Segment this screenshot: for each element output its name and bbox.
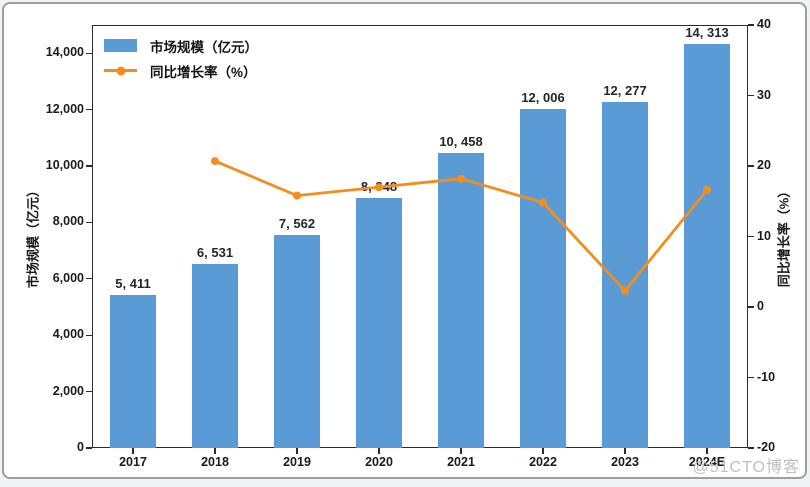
- y-tick-label-left: 8,000: [52, 214, 84, 229]
- x-tick-label: 2021: [447, 455, 475, 469]
- x-tick-label: 2018: [201, 455, 229, 469]
- y-tick-label-right: 10: [757, 228, 771, 243]
- legend: 市场规模（亿元） 同比增长率（%）: [104, 33, 258, 83]
- axes-frame: [92, 25, 748, 448]
- x-tick-label: 2019: [283, 455, 311, 469]
- legend-item-market-size: 市场规模（亿元）: [104, 33, 258, 58]
- y-tick-label-left: 0: [77, 440, 84, 454]
- x-tick: [460, 448, 462, 454]
- bar-value-label: 5, 411: [115, 276, 151, 292]
- y-tick-left: [86, 391, 92, 393]
- y-tick-label-left: 6,000: [52, 270, 84, 285]
- x-tick: [296, 448, 298, 454]
- bar-2024E: [684, 44, 730, 448]
- bar-2023: [602, 101, 648, 448]
- legend-item-growth-rate: 同比增长率（%）: [104, 58, 258, 83]
- bar-value-label: 12, 277: [603, 82, 647, 98]
- x-tick-label: 2020: [365, 455, 393, 469]
- y-tick-label-right: 0: [757, 299, 764, 313]
- y-tick-label-left: 12,000: [45, 101, 84, 116]
- x-tick: [542, 448, 544, 454]
- x-tick-label: 2023: [611, 455, 639, 469]
- y-tick-left: [86, 221, 92, 224]
- y-tick-left: [86, 109, 92, 111]
- bar-swatch-icon: [104, 39, 137, 52]
- y-tick-label-left: 10,000: [45, 158, 84, 172]
- y-tick-label-left: 2,000: [52, 383, 84, 398]
- y-tick-label-right: -20: [757, 440, 776, 454]
- bar-value-label: 14, 313: [685, 25, 729, 41]
- x-tick-label: 2024E: [688, 455, 726, 469]
- x-tick: [624, 448, 626, 454]
- x-tick-label: 2022: [529, 455, 557, 469]
- y-tick-label-left: 4,000: [52, 327, 84, 342]
- y-tick-right: [748, 24, 754, 26]
- bar-value-label: 10, 458: [439, 134, 483, 150]
- y-tick-right: [748, 376, 754, 379]
- y-tick-right: [748, 94, 754, 97]
- bar-2018: [192, 263, 238, 448]
- y-tick-label-right: 40: [757, 17, 771, 31]
- y-tick-left: [86, 165, 92, 167]
- y-tick-label-right: 20: [757, 158, 771, 172]
- legend-label: 同比增长率（%）: [150, 64, 257, 80]
- y-axis-title-left: 市场规模（亿元）: [25, 183, 41, 289]
- bar-2017: [110, 295, 156, 448]
- legend-label: 市场规模（亿元）: [150, 39, 258, 55]
- bar-2021: [438, 153, 484, 448]
- x-tick: [132, 448, 134, 454]
- y-axis-title-right: 同比增长率（%）: [776, 184, 792, 288]
- x-tick-label: 2017: [119, 455, 147, 469]
- y-tick-right: [748, 165, 754, 167]
- y-tick-right: [748, 306, 754, 308]
- line-marker-icon: [104, 66, 137, 75]
- x-tick: [378, 448, 380, 454]
- y-tick-label-right: -10: [757, 369, 776, 384]
- bar-2019: [274, 234, 320, 448]
- x-tick: [214, 448, 216, 454]
- y-tick-left: [86, 447, 92, 449]
- bar-value-label: 6, 531: [196, 244, 234, 260]
- y-tick-left: [86, 52, 92, 54]
- y-tick-right: [748, 447, 754, 449]
- y-tick-label-left: 14,000: [45, 45, 84, 60]
- bar-2020: [356, 198, 402, 448]
- bar-value-label: 8, 848: [360, 179, 398, 195]
- y-tick-left: [86, 278, 92, 280]
- y-tick-label-right: 30: [757, 87, 771, 102]
- bar-2022: [520, 109, 566, 448]
- y-tick-left: [86, 334, 92, 336]
- y-tick-right: [748, 235, 754, 238]
- bar-value-label: 12, 006: [521, 90, 565, 106]
- x-tick: [706, 448, 708, 454]
- chart-panel: 0 2,000 4,000 6,000 8,000 10,000 12,000 14,000 -…: [2, 2, 807, 479]
- bar-value-label: 7, 562: [278, 215, 316, 231]
- watermark: @51CTO博客: [692, 459, 800, 476]
